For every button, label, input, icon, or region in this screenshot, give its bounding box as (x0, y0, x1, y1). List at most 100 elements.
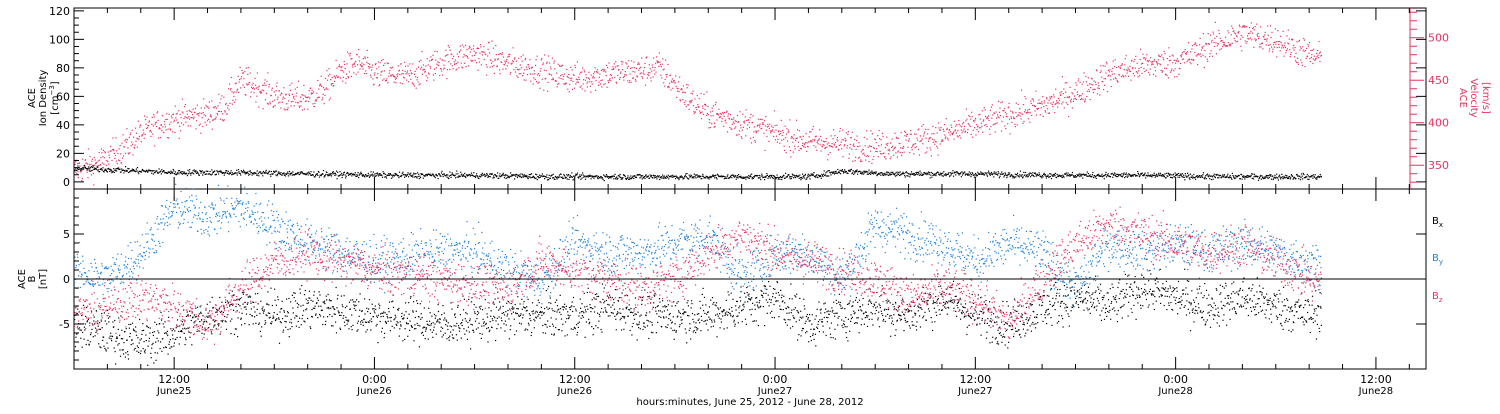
bx-point (113, 326, 115, 328)
density-point (384, 173, 386, 175)
velocity-point (1254, 38, 1256, 40)
density-point (470, 174, 472, 176)
velocity-point (301, 93, 303, 96)
velocity-point (1269, 48, 1271, 50)
bx-point (114, 351, 116, 353)
velocity-point (417, 76, 419, 79)
velocity-point (1004, 125, 1006, 127)
velocity-point (1154, 66, 1156, 68)
density-point (1085, 173, 1087, 175)
velocity-point (326, 79, 328, 81)
velocity-point (133, 136, 135, 138)
density-point (381, 174, 383, 177)
velocity-point (1064, 82, 1066, 84)
velocity-point (94, 164, 96, 166)
velocity-point (532, 73, 534, 75)
density-point (1176, 174, 1178, 176)
density-point (935, 175, 937, 177)
velocity-point (343, 71, 345, 73)
velocity-point (158, 127, 161, 129)
velocity-point (1299, 49, 1301, 51)
velocity-point (1136, 62, 1138, 64)
density-point (825, 172, 827, 174)
density-point (346, 173, 348, 175)
velocity-point (253, 91, 255, 94)
density-point (627, 175, 629, 177)
velocity-point (794, 148, 796, 150)
bx-point (90, 310, 93, 312)
velocity-point (930, 149, 932, 151)
velocity-point (524, 59, 526, 61)
velocity-point (1186, 60, 1188, 63)
density-point (1315, 177, 1317, 179)
velocity-point (542, 62, 544, 64)
density-point (700, 176, 702, 178)
velocity-point (520, 56, 522, 58)
velocity-point (328, 99, 330, 101)
velocity-point (775, 129, 777, 131)
velocity-point (864, 154, 866, 156)
density-point (1197, 176, 1199, 179)
velocity-point (621, 69, 624, 71)
velocity-point (560, 75, 562, 77)
density-point (806, 178, 808, 180)
density-point (667, 176, 669, 179)
density-point (115, 168, 117, 170)
velocity-point (999, 107, 1001, 109)
density-point (1027, 175, 1029, 177)
density-point (1041, 177, 1043, 179)
density-point (778, 176, 780, 179)
density-point (195, 172, 198, 174)
density-point (1082, 173, 1084, 175)
density-point (723, 178, 725, 180)
velocity-point (744, 116, 746, 118)
velocity-point (186, 110, 188, 112)
velocity-point (471, 60, 473, 62)
bx-point (86, 306, 88, 309)
bx-point (130, 344, 132, 346)
density-point (658, 176, 660, 178)
velocity-point (457, 61, 459, 63)
density-point (1124, 177, 1126, 179)
velocity-point (737, 121, 739, 123)
density-point (1104, 174, 1106, 177)
velocity-point (600, 69, 602, 71)
velocity-point (77, 170, 79, 172)
velocity-point (827, 154, 829, 156)
density-point (169, 173, 171, 175)
density-point (732, 174, 734, 176)
bx-point (101, 327, 103, 329)
velocity-point (843, 145, 845, 147)
velocity-point (1123, 69, 1125, 71)
velocity-point (608, 62, 610, 64)
velocity-point (477, 69, 479, 71)
density-point (1043, 172, 1045, 174)
density-point (1318, 175, 1320, 177)
density-point (328, 173, 330, 175)
velocity-point (252, 87, 255, 89)
velocity-point (978, 127, 980, 129)
velocity-point (1293, 44, 1295, 46)
velocity-point (892, 154, 895, 156)
density-point (104, 169, 106, 171)
density-point (701, 178, 703, 180)
density-point (135, 168, 137, 170)
velocity-point (898, 150, 900, 152)
bx-point (76, 333, 78, 335)
velocity-point (541, 78, 543, 80)
velocity-point (732, 121, 734, 123)
velocity-point (939, 143, 941, 145)
density-point (506, 177, 508, 179)
density-point (979, 173, 981, 175)
density-point (819, 174, 821, 177)
velocity-point (956, 135, 958, 137)
density-point (521, 173, 524, 175)
velocity-point (741, 129, 743, 131)
density-point (188, 173, 190, 175)
bx-point (144, 349, 146, 351)
velocity-point (1078, 78, 1080, 80)
velocity-point (1216, 45, 1218, 47)
density-point (256, 174, 258, 176)
velocity-point (874, 139, 876, 141)
density-point (370, 171, 372, 173)
